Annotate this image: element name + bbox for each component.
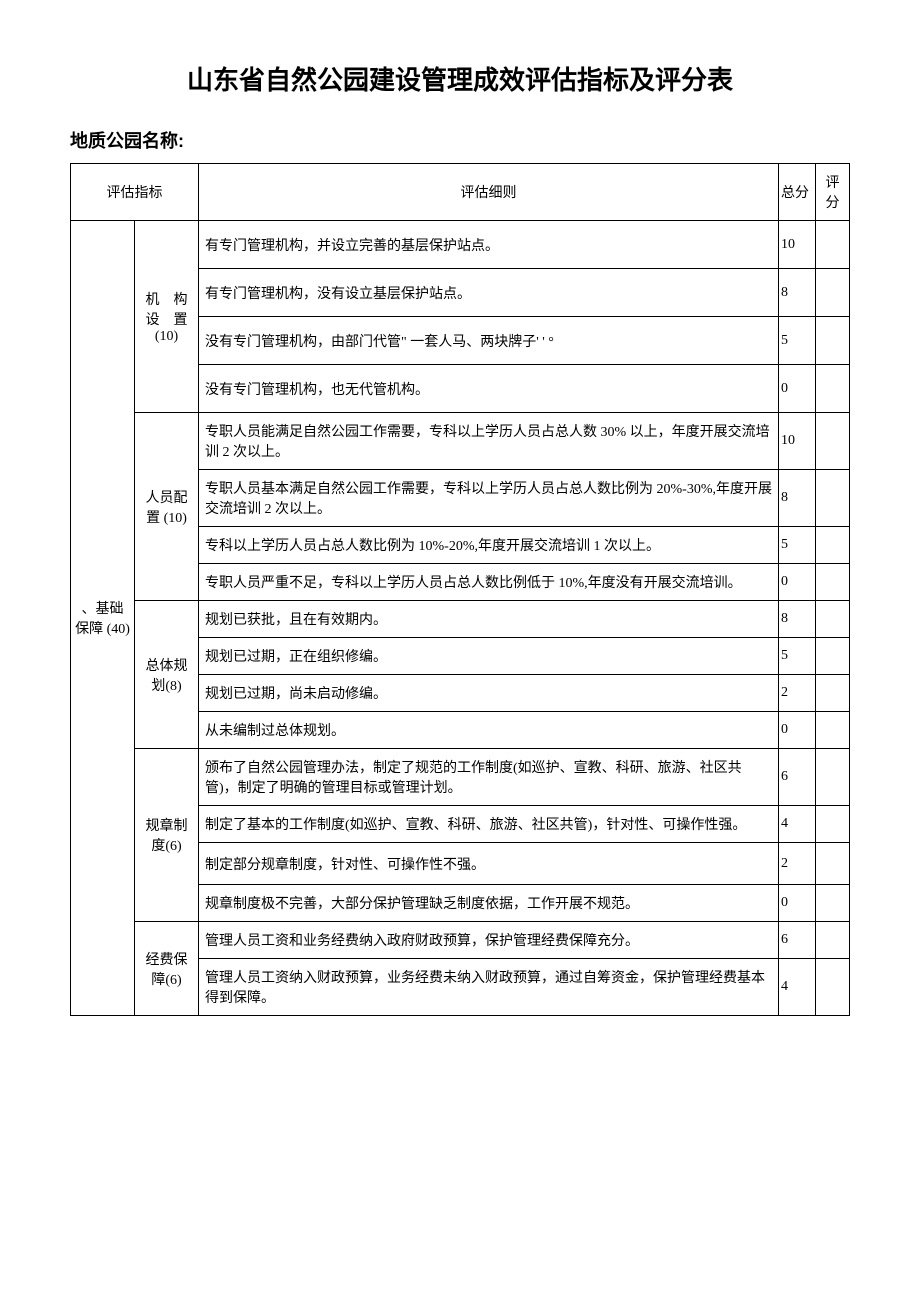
score-cell: 8 <box>779 470 816 527</box>
score-cell: 10 <box>779 413 816 470</box>
score-cell: 8 <box>779 269 816 317</box>
table-row: 、基础保障 (40) 机 构设 置 (10) 有专门管理机构，并设立完善的基层保… <box>71 221 850 269</box>
score-cell: 8 <box>779 601 816 638</box>
eval-cell[interactable] <box>816 601 850 638</box>
level2-cell: 规章制度(6) <box>135 749 199 922</box>
rule-cell: 专科以上学历人员占总人数比例为 10%-20%,年度开展交流培训 1 次以上。 <box>199 527 779 564</box>
evaluation-table: 评估指标 评估细则 总分 评 分 、基础保障 (40) 机 构设 置 (10) … <box>70 163 850 1016</box>
table-row: 总体规划(8) 规划已获批，且在有效期内。 8 <box>71 601 850 638</box>
rule-cell: 专职人员基本满足自然公园工作需要，专科以上学历人员占总人数比例为 20%-30%… <box>199 470 779 527</box>
rule-cell: 规章制度极不完善，大部分保护管理缺乏制度依据，工作开展不规范。 <box>199 885 779 922</box>
header-row: 评估指标 评估细则 总分 评 分 <box>71 164 850 221</box>
rule-cell: 管理人员工资和业务经费纳入政府财政预算，保护管理经费保障充分。 <box>199 922 779 959</box>
score-cell: 0 <box>779 564 816 601</box>
header-eval-score: 评 分 <box>816 164 850 221</box>
level1-cell: 、基础保障 (40) <box>71 221 135 1016</box>
rule-cell: 制定了基本的工作制度(如巡护、宣教、科研、旅游、社区共管)，针对性、可操作性强。 <box>199 806 779 843</box>
score-cell: 4 <box>779 806 816 843</box>
table-row: 人员配置 (10) 专职人员能满足自然公园工作需要，专科以上学历人员占总人数 3… <box>71 413 850 470</box>
level2-cell: 人员配置 (10) <box>135 413 199 601</box>
score-cell: 2 <box>779 843 816 885</box>
rule-cell: 规划已过期，正在组织修编。 <box>199 638 779 675</box>
rule-cell: 有专门管理机构，并设立完善的基层保护站点。 <box>199 221 779 269</box>
eval-cell[interactable] <box>816 843 850 885</box>
rule-cell: 专职人员严重不足，专科以上学历人员占总人数比例低于 10%,年度没有开展交流培训… <box>199 564 779 601</box>
park-name-label: 地质公园名称: <box>70 127 850 153</box>
table-row: 规章制度(6) 颁布了自然公园管理办法，制定了规范的工作制度(如巡护、宣教、科研… <box>71 749 850 806</box>
score-cell: 5 <box>779 638 816 675</box>
level2-cell: 总体规划(8) <box>135 601 199 749</box>
level2-cell: 机 构设 置 (10) <box>135 221 199 413</box>
eval-cell[interactable] <box>816 806 850 843</box>
rule-cell: 制定部分规章制度，针对性、可操作性不强。 <box>199 843 779 885</box>
eval-cell[interactable] <box>816 317 850 365</box>
rule-cell: 规划已获批，且在有效期内。 <box>199 601 779 638</box>
level2-cell: 经费保障(6) <box>135 922 199 1016</box>
rule-cell: 管理人员工资纳入财政预算，业务经费未纳入财政预算，通过自筹资金，保护管理经费基本… <box>199 959 779 1016</box>
header-indicator: 评估指标 <box>71 164 199 221</box>
rule-cell: 有专门管理机构，没有设立基层保护站点。 <box>199 269 779 317</box>
eval-cell[interactable] <box>816 365 850 413</box>
score-cell: 10 <box>779 221 816 269</box>
rule-cell: 规划已过期，尚未启动修编。 <box>199 675 779 712</box>
eval-cell[interactable] <box>816 712 850 749</box>
eval-cell[interactable] <box>816 959 850 1016</box>
eval-cell[interactable] <box>816 413 850 470</box>
score-cell: 0 <box>779 885 816 922</box>
eval-cell[interactable] <box>816 675 850 712</box>
header-rule: 评估细则 <box>199 164 779 221</box>
rule-cell: 颁布了自然公园管理办法，制定了规范的工作制度(如巡护、宣教、科研、旅游、社区共管… <box>199 749 779 806</box>
score-cell: 5 <box>779 317 816 365</box>
eval-cell[interactable] <box>816 638 850 675</box>
score-cell: 0 <box>779 365 816 413</box>
score-cell: 6 <box>779 749 816 806</box>
eval-cell[interactable] <box>816 749 850 806</box>
eval-cell[interactable] <box>816 221 850 269</box>
score-cell: 0 <box>779 712 816 749</box>
rule-cell: 专职人员能满足自然公园工作需要，专科以上学历人员占总人数 30% 以上，年度开展… <box>199 413 779 470</box>
eval-cell[interactable] <box>816 269 850 317</box>
score-cell: 2 <box>779 675 816 712</box>
eval-cell[interactable] <box>816 564 850 601</box>
page-title: 山东省自然公园建设管理成效评估指标及评分表 <box>70 60 850 97</box>
eval-cell[interactable] <box>816 885 850 922</box>
score-cell: 6 <box>779 922 816 959</box>
eval-cell[interactable] <box>816 527 850 564</box>
eval-cell[interactable] <box>816 470 850 527</box>
header-total-score: 总分 <box>779 164 816 221</box>
rule-cell: 没有专门管理机构，也无代管机构。 <box>199 365 779 413</box>
rule-cell: 从未编制过总体规划。 <box>199 712 779 749</box>
score-cell: 4 <box>779 959 816 1016</box>
score-cell: 5 <box>779 527 816 564</box>
eval-cell[interactable] <box>816 922 850 959</box>
table-row: 经费保障(6) 管理人员工资和业务经费纳入政府财政预算，保护管理经费保障充分。 … <box>71 922 850 959</box>
rule-cell: 没有专门管理机构，由部门代管" 一套人马、两块牌子' ' ° <box>199 317 779 365</box>
